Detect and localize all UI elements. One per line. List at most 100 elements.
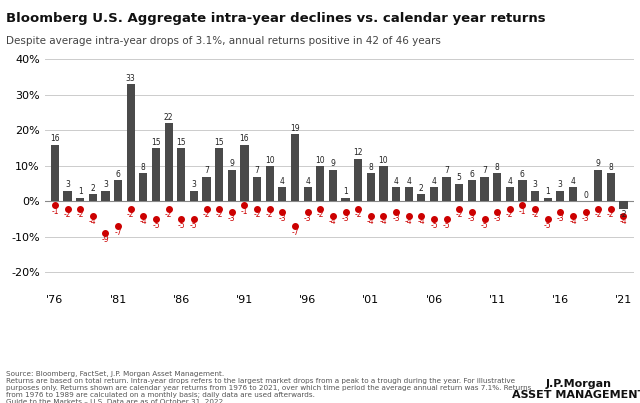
Bar [594, 170, 602, 202]
Bar [303, 187, 312, 202]
Text: 0: 0 [583, 191, 588, 200]
Text: -2: -2 [64, 210, 71, 219]
Text: 7: 7 [482, 166, 487, 175]
Text: -3: -3 [392, 214, 400, 223]
Text: -1: -1 [518, 207, 526, 216]
Text: -3: -3 [468, 214, 476, 223]
Bar [152, 148, 160, 202]
Text: 10: 10 [316, 156, 325, 164]
Text: -5: -5 [177, 221, 185, 230]
Text: 1: 1 [545, 187, 550, 197]
Bar [63, 191, 72, 202]
Bar [228, 170, 236, 202]
Text: 2: 2 [90, 184, 95, 193]
Text: 8: 8 [495, 163, 499, 172]
Text: -3: -3 [582, 214, 589, 223]
Text: -7: -7 [291, 228, 299, 237]
Bar [620, 202, 628, 208]
Text: -2: -2 [266, 210, 273, 219]
Text: 19: 19 [290, 124, 300, 133]
Text: 3: 3 [191, 181, 196, 189]
Text: 3: 3 [558, 181, 563, 189]
Bar [215, 148, 223, 202]
Text: 12: 12 [353, 148, 363, 158]
Text: 22: 22 [164, 113, 173, 122]
Bar [607, 173, 615, 202]
Bar [329, 170, 337, 202]
Text: Despite average intra-year drops of 3.1%, annual returns positive in 42 of 46 ye: Despite average intra-year drops of 3.1%… [6, 36, 441, 46]
Bar [380, 166, 388, 202]
Text: 10: 10 [265, 156, 275, 164]
Text: 6: 6 [469, 170, 474, 179]
Text: -4: -4 [417, 217, 425, 226]
Text: -5: -5 [443, 221, 451, 230]
Bar [190, 191, 198, 202]
Bar [455, 184, 463, 202]
Bar [89, 194, 97, 202]
Text: 8: 8 [609, 163, 613, 172]
Bar [51, 145, 59, 202]
Bar [278, 187, 287, 202]
Bar [253, 177, 261, 202]
Text: -5: -5 [152, 221, 160, 230]
Text: 7: 7 [204, 166, 209, 175]
Text: -2: -2 [620, 210, 627, 219]
Text: 15: 15 [151, 138, 161, 147]
Text: -2: -2 [165, 210, 172, 219]
Text: 8: 8 [141, 163, 146, 172]
Text: -2: -2 [127, 210, 134, 219]
Text: -4: -4 [329, 217, 337, 226]
Text: 15: 15 [177, 138, 186, 147]
Bar [316, 166, 324, 202]
Bar [531, 191, 539, 202]
Bar [392, 187, 400, 202]
Text: -2: -2 [203, 210, 211, 219]
Text: 4: 4 [394, 177, 399, 186]
Bar [266, 166, 274, 202]
Text: -4: -4 [620, 217, 627, 226]
Text: -3: -3 [493, 214, 501, 223]
Text: -9: -9 [102, 235, 109, 244]
Text: -5: -5 [430, 221, 438, 230]
Text: 3: 3 [532, 181, 538, 189]
Bar [164, 123, 173, 202]
Text: -2: -2 [595, 210, 602, 219]
Text: 9: 9 [596, 159, 601, 168]
Text: -4: -4 [380, 217, 387, 226]
Text: 9: 9 [330, 159, 335, 168]
Text: 4: 4 [570, 177, 575, 186]
Text: Bloomberg U.S. Aggregate intra-year declines vs. calendar year returns: Bloomberg U.S. Aggregate intra-year decl… [6, 12, 546, 25]
Text: 16: 16 [50, 134, 60, 143]
Text: -4: -4 [367, 217, 374, 226]
Text: 3: 3 [103, 181, 108, 189]
Text: -2: -2 [531, 210, 539, 219]
Text: -3: -3 [304, 214, 312, 223]
Text: -4: -4 [405, 217, 413, 226]
Text: 2: 2 [419, 184, 424, 193]
Text: 4: 4 [406, 177, 411, 186]
Text: -7: -7 [115, 228, 122, 237]
Text: -2: -2 [76, 210, 84, 219]
Text: -5: -5 [481, 221, 488, 230]
Text: 3: 3 [65, 181, 70, 189]
Text: 8: 8 [369, 163, 373, 172]
Text: 33: 33 [126, 74, 136, 83]
Text: 5: 5 [457, 173, 461, 182]
Bar [354, 159, 362, 202]
Bar [177, 148, 186, 202]
Text: 4: 4 [305, 177, 310, 186]
Bar [241, 145, 248, 202]
Text: -4: -4 [140, 217, 147, 226]
Text: -5: -5 [544, 221, 552, 230]
Text: -1: -1 [241, 207, 248, 216]
Text: 4: 4 [431, 177, 436, 186]
Text: 6: 6 [520, 170, 525, 179]
Text: 15: 15 [214, 138, 224, 147]
Bar [114, 180, 122, 202]
Bar [202, 177, 211, 202]
Bar [556, 191, 564, 202]
Text: -4: -4 [89, 217, 97, 226]
Text: 6: 6 [116, 170, 120, 179]
Text: -1: -1 [51, 207, 59, 216]
Text: -2: -2 [253, 210, 261, 219]
